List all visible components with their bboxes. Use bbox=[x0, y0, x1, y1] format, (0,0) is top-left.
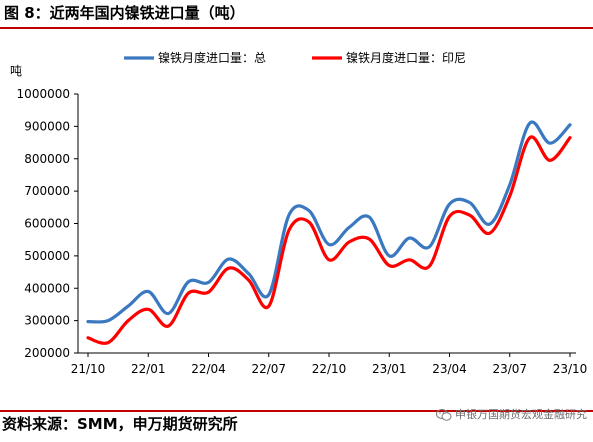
series-line-total bbox=[86, 120, 572, 324]
legend-label: 镍铁月度进口量：总 bbox=[158, 50, 266, 65]
footer-divider bbox=[0, 410, 593, 412]
x-tick-label: 23/01 bbox=[372, 362, 407, 376]
y-axis: 1000000 900000 800000 700000 600000 500000 400… bbox=[17, 87, 79, 360]
wechat-icon bbox=[436, 409, 452, 421]
legend-label: 镍铁月度进口量：印尼 bbox=[346, 50, 466, 65]
x-tick-label: 21/10 bbox=[71, 362, 106, 376]
x-tick-label: 22/04 bbox=[191, 362, 226, 376]
x-axis: 21/10 22/01 22/04 22/07 22/10 23/01 23/04 23/07… bbox=[71, 352, 588, 376]
series-layer bbox=[86, 120, 572, 345]
watermark: 申银万国期货宏观金融研究 bbox=[436, 407, 587, 423]
y-tick-label: 500000 bbox=[24, 249, 70, 263]
y-tick-label: 700000 bbox=[24, 184, 70, 198]
title-divider bbox=[0, 27, 593, 29]
series-line-indonesia bbox=[86, 135, 572, 345]
y-unit-label: 吨 bbox=[10, 64, 22, 78]
x-tick-label: 23/10 bbox=[553, 362, 588, 376]
figure-title: 图 8：近两年国内镍铁进口量（吨） bbox=[4, 4, 245, 22]
y-tick-label: 900000 bbox=[24, 119, 70, 133]
watermark-text: 申银万国期货宏观金融研究 bbox=[455, 408, 587, 421]
y-tick-label: 1000000 bbox=[17, 87, 70, 101]
legend: 镍铁月度进口量：总 镍铁月度进口量：印尼 bbox=[124, 50, 466, 65]
source-note: 资料来源：SMM，申万期货研究所 bbox=[2, 415, 238, 433]
x-tick-label: 22/10 bbox=[312, 362, 347, 376]
y-tick-label: 300000 bbox=[24, 314, 70, 328]
y-tick-label: 800000 bbox=[24, 152, 70, 166]
x-tick-label: 22/07 bbox=[251, 362, 286, 376]
y-tick-label: 600000 bbox=[24, 217, 70, 231]
y-tick-label: 400000 bbox=[24, 281, 70, 295]
x-tick-label: 23/07 bbox=[492, 362, 527, 376]
line-chart: 吨 镍铁月度进口量：总 镍铁月度进口量：印尼 1000000 900000 80000… bbox=[10, 50, 588, 376]
x-tick-label: 23/04 bbox=[432, 362, 467, 376]
x-tick-label: 22/01 bbox=[131, 362, 166, 376]
y-tick-label: 200000 bbox=[24, 346, 70, 360]
